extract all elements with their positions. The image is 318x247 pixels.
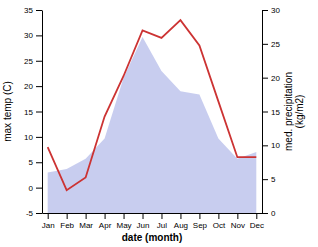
tick-label: Jan	[42, 221, 55, 230]
tick-label: 15	[24, 108, 33, 117]
tick-label: 5	[29, 158, 34, 167]
tick-mark	[262, 78, 268, 79]
tick: Jan	[42, 213, 55, 230]
tick-label: Aug	[174, 221, 188, 230]
tick: Apr	[99, 213, 112, 230]
tick: Dec	[250, 213, 264, 230]
tick: Feb	[60, 213, 74, 230]
tick: -5	[26, 209, 42, 218]
tick-mark	[36, 86, 42, 87]
tick-mark	[218, 213, 219, 219]
tick-mark	[262, 213, 268, 214]
tick-label: 10	[271, 141, 280, 150]
tick: 10	[262, 141, 280, 150]
tick-label: 5	[271, 175, 276, 184]
tick-mark	[256, 213, 257, 219]
x-axis-title: date (month)	[122, 232, 183, 243]
axis-line	[42, 11, 43, 214]
tick-mark	[180, 213, 181, 219]
tick: 0	[262, 209, 276, 218]
tick-label: 20	[271, 74, 280, 83]
x-axis: Jan Feb Mar Apr May Jun Jul Aug Sep Oct Nov Dec	[42, 213, 264, 230]
tick: 15	[24, 108, 42, 117]
tick-label: Oct	[213, 221, 226, 230]
tick-label: 0	[271, 209, 276, 218]
tick: 20	[24, 82, 42, 91]
tick-label: Jul	[157, 221, 167, 230]
tick: 30	[24, 31, 42, 40]
plot-area: Jan Feb Mar Apr May Jun Jul Aug Sep Oct Nov Dec -5 0 5…	[24, 6, 280, 230]
tick-label: May	[116, 221, 131, 230]
tick-mark	[124, 213, 125, 219]
tick: 25	[24, 57, 42, 66]
tick-mark	[36, 61, 42, 62]
tick-label: Apr	[99, 221, 112, 230]
tick-mark	[262, 10, 268, 11]
y-axis: -5 0 5 10 15 20 25 30 35	[24, 6, 42, 218]
tick: 30	[262, 6, 280, 15]
tick-label: 15	[271, 108, 280, 117]
tick-mark	[36, 112, 42, 113]
tick-label: 0	[29, 184, 34, 193]
tick-label: 25	[271, 40, 280, 49]
tick-mark	[36, 35, 42, 36]
tick-mark	[161, 213, 162, 219]
tick-mark	[36, 213, 42, 214]
tick: 0	[29, 184, 42, 193]
tick-mark	[262, 179, 268, 180]
line	[48, 20, 257, 190]
tick-label: Dec	[250, 221, 264, 230]
tick: 35	[24, 6, 42, 15]
tick-mark	[143, 213, 144, 219]
tick: 10	[24, 133, 42, 142]
tick: Nov	[231, 213, 245, 230]
axis-line	[43, 213, 263, 214]
tick: Sep	[193, 213, 208, 230]
tick-mark	[237, 213, 238, 219]
tick: 15	[262, 108, 280, 117]
tick-label: 30	[271, 6, 280, 15]
tick-mark	[86, 213, 87, 219]
tick-label: Nov	[231, 221, 245, 230]
tick-label: Feb	[60, 221, 74, 230]
y-axis-title: max temp (C)	[2, 81, 13, 142]
tick: 5	[29, 158, 42, 167]
tick: Oct	[213, 213, 226, 230]
tick-mark	[48, 213, 49, 219]
tick-mark	[262, 44, 268, 45]
tick-label: 10	[24, 133, 33, 142]
tick: Jun	[137, 213, 150, 230]
tick-mark	[262, 112, 268, 113]
tick: Mar	[79, 213, 93, 230]
tick-label: -5	[26, 209, 34, 218]
tick-mark	[36, 162, 42, 163]
tick-label: 35	[24, 6, 33, 15]
y2-axis: 0 5 10 15 20 25 30	[262, 6, 280, 218]
tick-label: Sep	[193, 221, 208, 230]
tick: 20	[262, 74, 280, 83]
tick-label: 30	[24, 31, 33, 40]
tick-mark	[36, 137, 42, 138]
tick-label: 25	[24, 57, 33, 66]
marks	[48, 20, 257, 213]
chart: Jan Feb Mar Apr May Jun Jul Aug Sep Oct Nov Dec -5 0 5…	[0, 0, 318, 247]
tick: 25	[262, 40, 280, 49]
tick-label: Jun	[137, 221, 150, 230]
area	[48, 37, 257, 213]
tick-mark	[105, 213, 106, 219]
tick-label: Mar	[79, 221, 93, 230]
tick-label: 20	[24, 82, 33, 91]
tick-mark	[36, 10, 42, 11]
tick-mark	[36, 188, 42, 189]
tick-mark	[67, 213, 68, 219]
tick-mark	[199, 213, 200, 219]
tick: May	[116, 213, 131, 230]
tick-mark	[262, 145, 268, 146]
tick: 5	[262, 175, 276, 184]
y2-axis-title: med. precipitation(kg/m2)	[283, 72, 305, 151]
tick: Aug	[174, 213, 188, 230]
tick: Jul	[157, 213, 167, 230]
